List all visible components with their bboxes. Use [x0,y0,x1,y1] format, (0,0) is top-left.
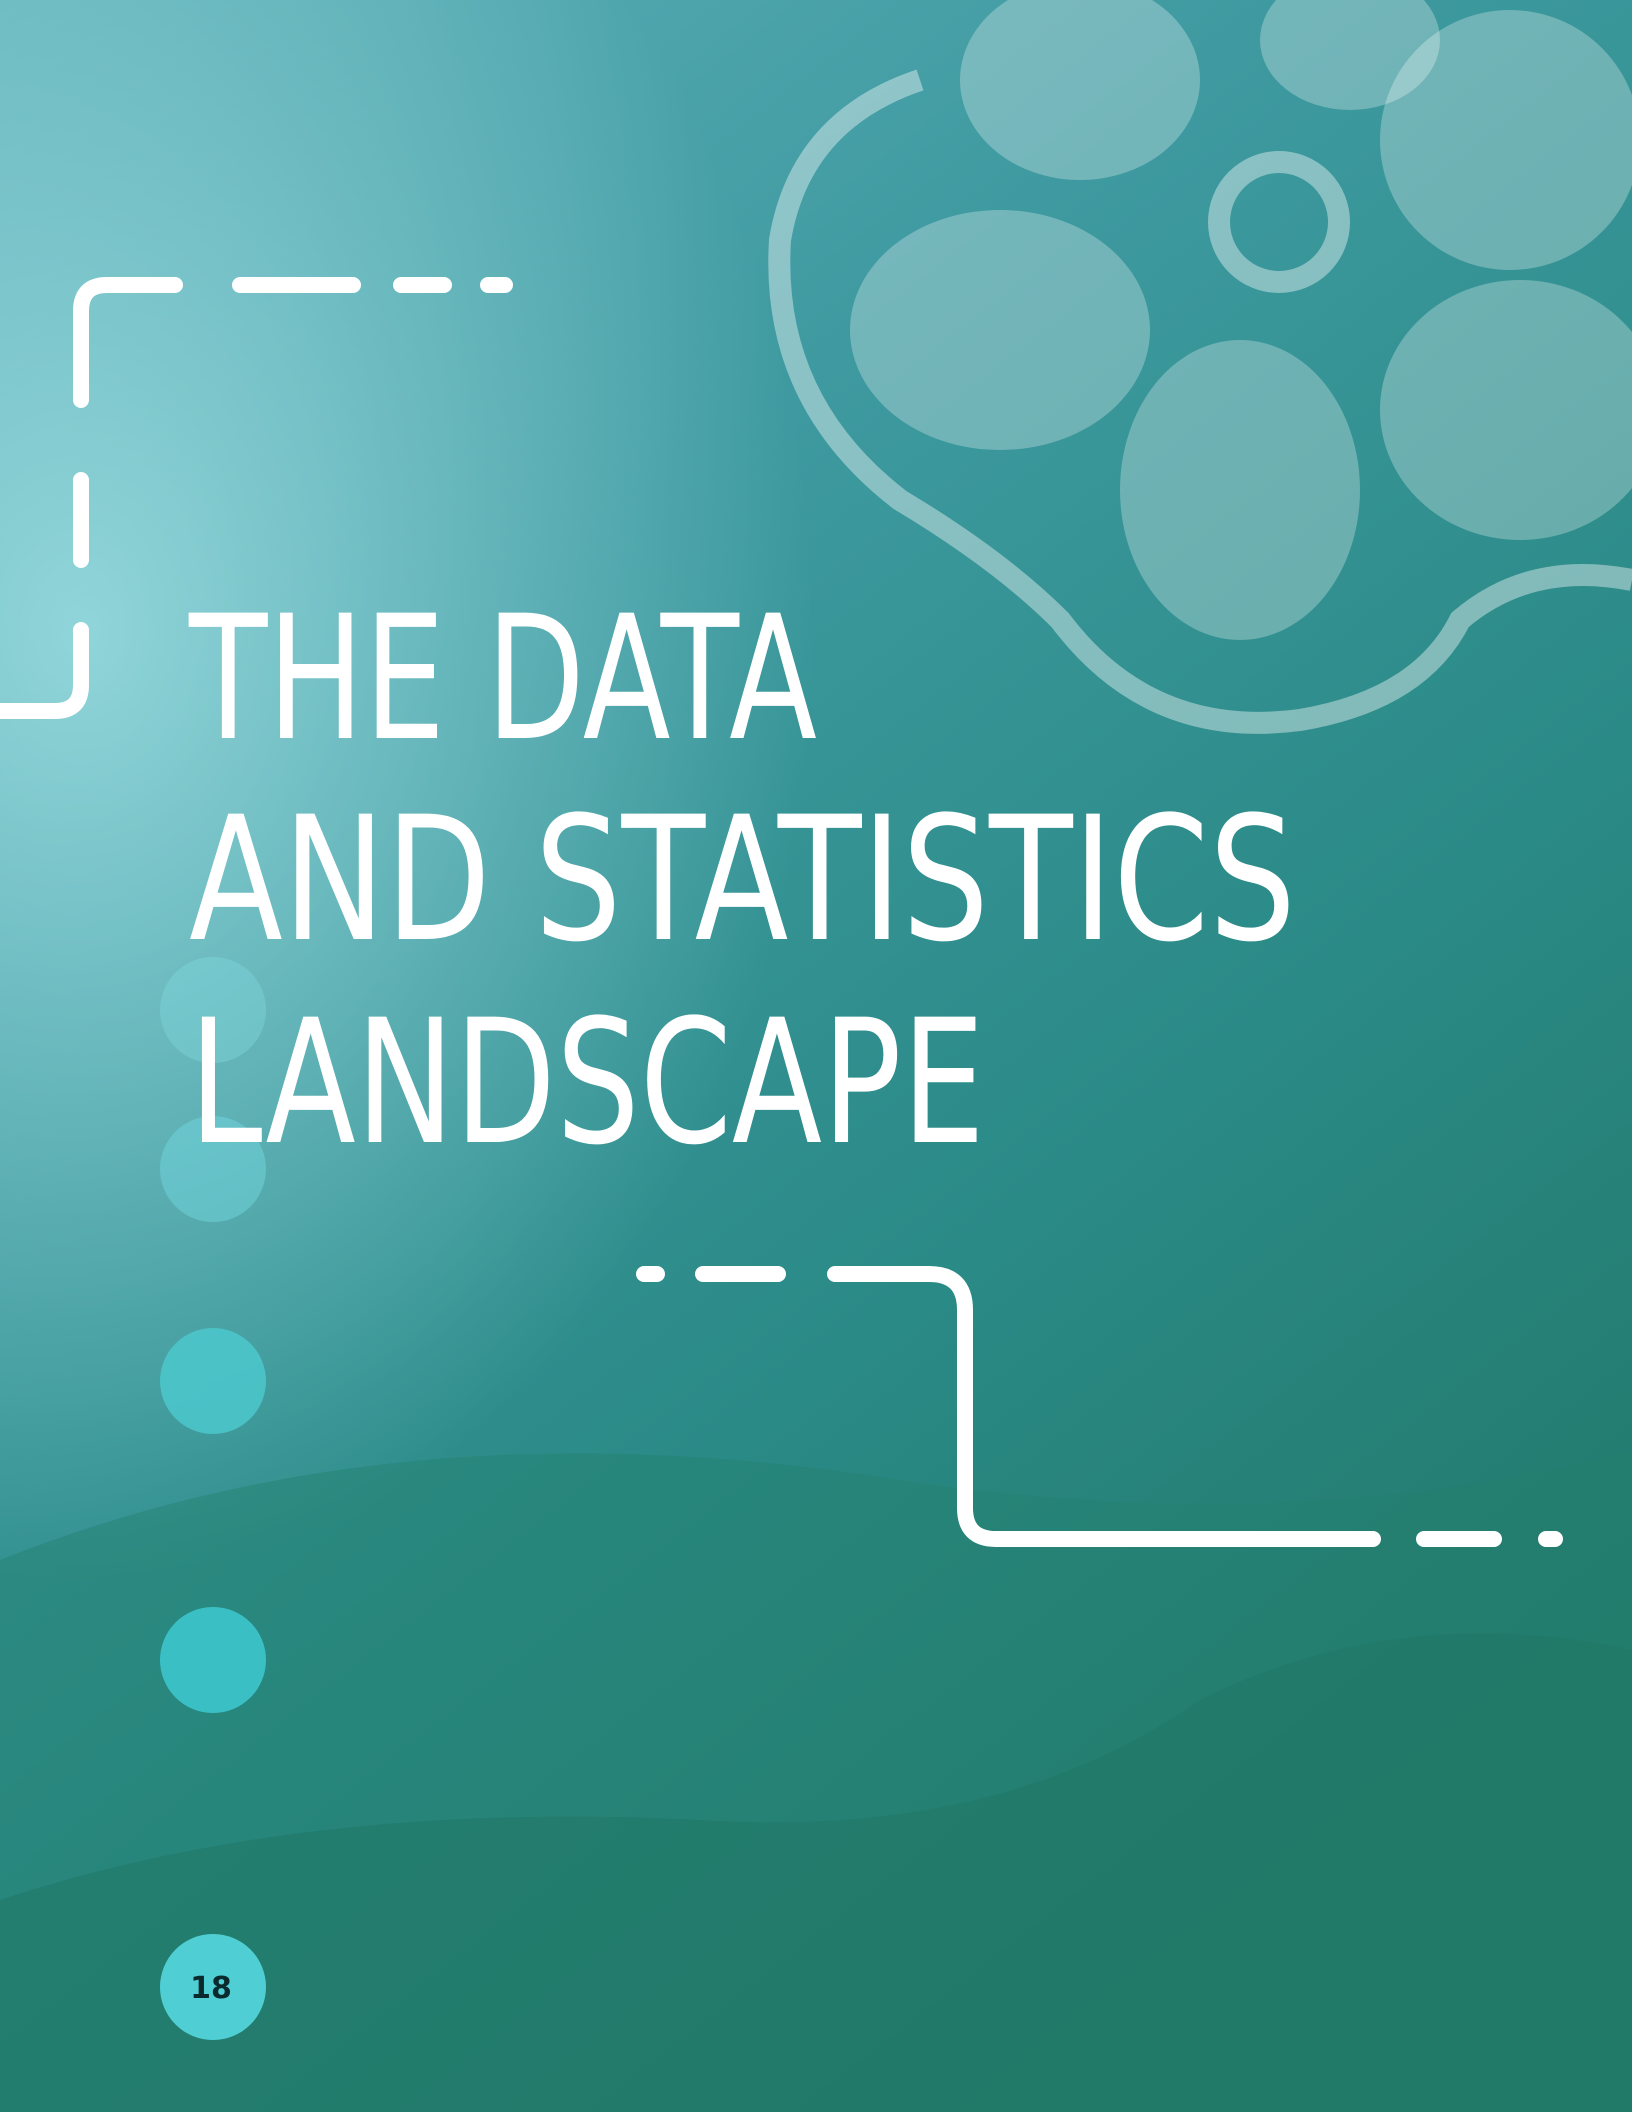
title-line: LANDSCAPE [189,982,985,1183]
title-line: THE DATA [188,578,817,779]
page-number: 18 [190,1971,232,2006]
page: THE DATA AND STATISTICS LANDSCAPE 18 (()… [0,0,1632,2112]
cover: THE DATA AND STATISTICS LANDSCAPE 18 [0,0,1632,2112]
title-line: AND STATISTICS [189,779,1296,980]
